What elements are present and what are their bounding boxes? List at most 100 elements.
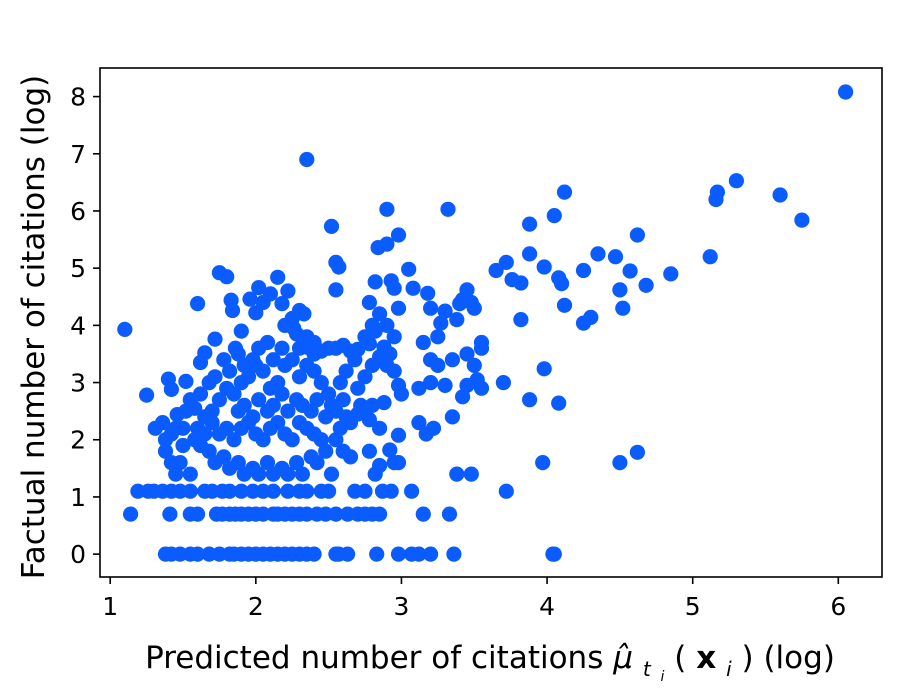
data-point-327 bbox=[335, 392, 351, 408]
data-point-25 bbox=[536, 259, 552, 275]
data-point-323 bbox=[309, 392, 325, 408]
data-point-69 bbox=[437, 303, 453, 319]
data-point-67 bbox=[390, 300, 407, 316]
data-point-257 bbox=[313, 375, 329, 391]
data-point-64 bbox=[420, 285, 436, 301]
data-point-102 bbox=[374, 483, 391, 499]
data-point-306 bbox=[233, 420, 249, 436]
data-point-340 bbox=[216, 352, 232, 368]
data-point-150 bbox=[372, 506, 388, 522]
x-tick-label-6: 6 bbox=[830, 592, 846, 621]
data-point-315 bbox=[251, 392, 267, 408]
data-point-339 bbox=[222, 363, 238, 379]
data-point-337 bbox=[236, 357, 252, 373]
data-point-277 bbox=[201, 443, 217, 459]
data-point-152 bbox=[331, 546, 347, 562]
data-point-235 bbox=[367, 466, 383, 482]
data-point-23 bbox=[556, 297, 573, 313]
data-point-66 bbox=[361, 294, 377, 311]
data-point-335 bbox=[251, 340, 267, 356]
data-point-151 bbox=[415, 506, 431, 522]
data-point-15 bbox=[607, 249, 624, 265]
data-point-205 bbox=[296, 306, 312, 322]
y-tick-label-6: 6 bbox=[70, 197, 86, 226]
data-point-106 bbox=[313, 483, 329, 499]
data-point-42 bbox=[446, 546, 462, 562]
data-point-47 bbox=[390, 546, 407, 562]
data-point-92 bbox=[411, 380, 427, 396]
plot-area-frame bbox=[99, 67, 883, 578]
y-tick-label-2: 2 bbox=[70, 426, 86, 455]
data-point-2 bbox=[299, 151, 315, 168]
data-point-89 bbox=[459, 377, 475, 393]
y-axis-ticks: 0 1 2 3 4 5 6 7 8 bbox=[70, 83, 100, 569]
data-point-29 bbox=[513, 312, 529, 328]
data-point-76 bbox=[433, 315, 449, 331]
data-point-52 bbox=[379, 201, 395, 217]
data-point-200 bbox=[270, 269, 286, 285]
data-point-197 bbox=[251, 280, 267, 296]
data-point-232 bbox=[342, 449, 359, 465]
data-point-100 bbox=[404, 483, 420, 499]
data-point-16 bbox=[590, 246, 606, 262]
data-point-32 bbox=[488, 262, 504, 279]
data-point-284 bbox=[251, 466, 267, 482]
data-point-46 bbox=[404, 546, 420, 562]
data-point-345 bbox=[178, 403, 194, 419]
data-point-248 bbox=[386, 329, 402, 345]
data-point-34 bbox=[522, 392, 538, 408]
x-axis-title-mu: μ̂ bbox=[612, 640, 633, 676]
data-point-43 bbox=[441, 506, 458, 522]
data-point-244 bbox=[357, 369, 373, 385]
data-point-0 bbox=[117, 321, 133, 337]
data-point-313 bbox=[236, 397, 252, 413]
data-point-192 bbox=[224, 302, 241, 319]
data-point-187 bbox=[197, 345, 213, 361]
data-point-322 bbox=[303, 403, 319, 419]
data-point-348 bbox=[157, 443, 174, 459]
data-point-247 bbox=[379, 357, 395, 373]
y-tick-label-1: 1 bbox=[70, 483, 86, 512]
data-point-65 bbox=[386, 280, 402, 296]
data-point-242 bbox=[353, 397, 369, 413]
x-axis-title-x-sub: i bbox=[726, 657, 732, 681]
data-point-124 bbox=[130, 483, 146, 499]
data-point-347 bbox=[163, 426, 179, 442]
data-point-172 bbox=[157, 546, 174, 562]
data-point-307 bbox=[226, 432, 242, 448]
data-point-178 bbox=[163, 381, 179, 397]
data-point-22 bbox=[551, 270, 567, 286]
data-point-285 bbox=[259, 455, 276, 471]
data-point-317 bbox=[265, 397, 281, 413]
data-point-58 bbox=[331, 259, 347, 275]
data-point-20 bbox=[556, 184, 573, 200]
data-point-30 bbox=[504, 272, 520, 288]
data-point-350 bbox=[175, 437, 191, 454]
data-point-349 bbox=[163, 455, 179, 471]
data-point-255 bbox=[332, 375, 348, 391]
data-point-331 bbox=[291, 340, 308, 356]
x-tick-label-4: 4 bbox=[539, 592, 555, 621]
data-point-318 bbox=[274, 386, 290, 402]
data-point-56 bbox=[323, 218, 340, 234]
data-point-194 bbox=[233, 323, 249, 339]
data-point-237 bbox=[390, 455, 407, 471]
data-point-84 bbox=[473, 340, 490, 356]
data-point-59 bbox=[328, 282, 344, 298]
data-points bbox=[117, 84, 854, 562]
data-point-175 bbox=[155, 415, 171, 431]
data-point-294 bbox=[323, 466, 340, 482]
data-point-63 bbox=[405, 280, 421, 296]
y-tick-label-8: 8 bbox=[70, 83, 86, 112]
data-point-77 bbox=[430, 329, 446, 345]
data-point-260 bbox=[291, 369, 308, 385]
data-point-264 bbox=[262, 380, 278, 396]
data-point-233 bbox=[361, 443, 377, 459]
data-point-44 bbox=[423, 546, 439, 562]
data-point-39 bbox=[498, 483, 514, 499]
data-point-250 bbox=[372, 306, 388, 322]
data-point-195 bbox=[242, 291, 258, 307]
data-point-328 bbox=[342, 415, 359, 431]
y-tick-label-5: 5 bbox=[70, 254, 86, 283]
